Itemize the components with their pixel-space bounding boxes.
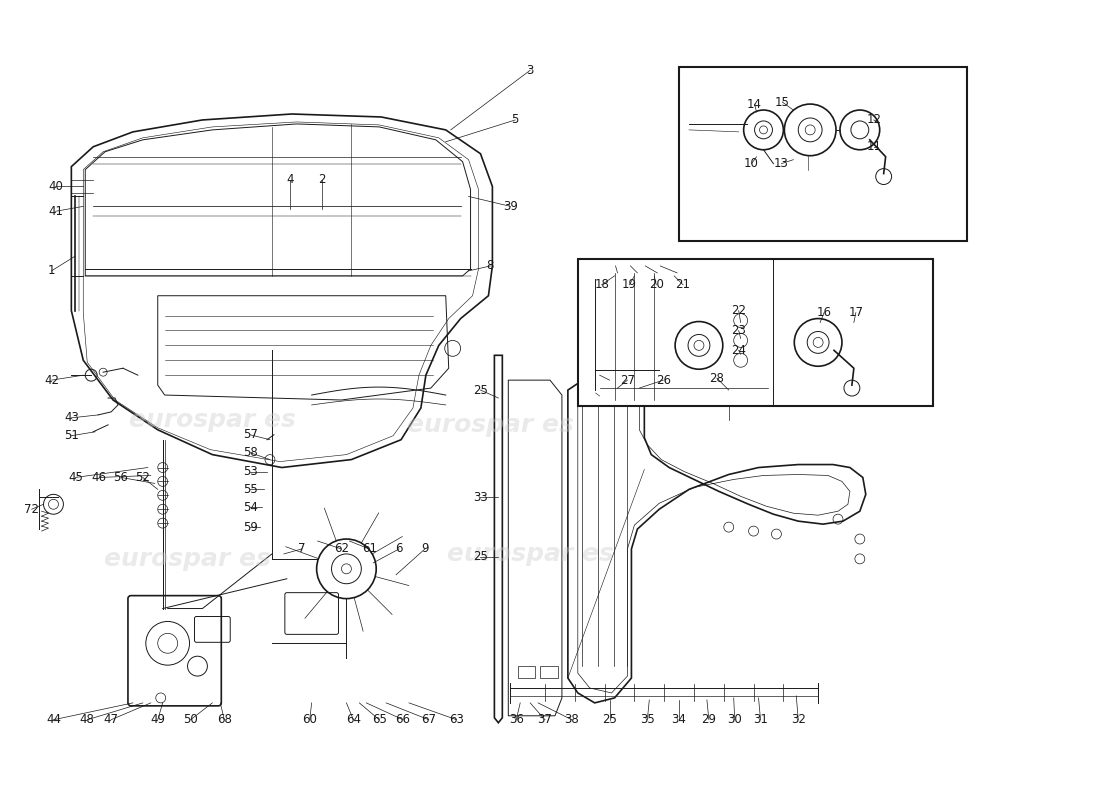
Text: 46: 46 — [91, 471, 107, 484]
Text: 6: 6 — [395, 542, 403, 555]
Text: 2: 2 — [318, 173, 326, 186]
Text: 20: 20 — [649, 278, 663, 291]
Text: 35: 35 — [640, 714, 654, 726]
Text: 17: 17 — [848, 306, 864, 319]
Text: 59: 59 — [243, 521, 257, 534]
Text: 29: 29 — [702, 714, 716, 726]
Text: 52: 52 — [135, 471, 151, 484]
Text: 40: 40 — [48, 180, 63, 193]
Bar — [578, 259, 933, 406]
Text: 47: 47 — [103, 714, 119, 726]
Text: 4: 4 — [286, 173, 294, 186]
Text: 56: 56 — [113, 471, 129, 484]
Text: 31: 31 — [754, 714, 768, 726]
Text: 16: 16 — [816, 306, 832, 319]
Text: 26: 26 — [656, 374, 671, 386]
Text: 55: 55 — [243, 483, 257, 496]
Text: 32: 32 — [791, 714, 805, 726]
Text: eurospar es: eurospar es — [104, 547, 271, 571]
Text: 65: 65 — [372, 714, 386, 726]
Text: 51: 51 — [64, 430, 79, 442]
Text: 9: 9 — [421, 542, 429, 555]
Text: 27: 27 — [620, 374, 635, 386]
Text: eurospar es: eurospar es — [129, 408, 296, 432]
Text: 25: 25 — [473, 550, 488, 563]
Text: 53: 53 — [243, 465, 257, 478]
Text: 39: 39 — [503, 200, 518, 213]
Text: 58: 58 — [243, 446, 257, 459]
Text: 12: 12 — [866, 114, 881, 126]
Text: 19: 19 — [621, 278, 637, 291]
Text: 57: 57 — [243, 428, 257, 442]
Text: 10: 10 — [745, 157, 759, 170]
Text: 60: 60 — [302, 714, 317, 726]
Text: 22: 22 — [732, 304, 746, 317]
Text: 24: 24 — [732, 344, 746, 357]
Text: 8: 8 — [486, 259, 494, 273]
Text: 11: 11 — [866, 140, 881, 154]
Text: 62: 62 — [334, 542, 349, 555]
Text: 21: 21 — [675, 278, 691, 291]
Text: 44: 44 — [46, 714, 60, 726]
Text: 15: 15 — [774, 95, 790, 109]
Text: 18: 18 — [594, 278, 609, 291]
Text: 36: 36 — [509, 714, 524, 726]
Text: 45: 45 — [68, 471, 82, 484]
Text: 41: 41 — [48, 205, 63, 218]
Text: 42: 42 — [44, 374, 59, 386]
Text: eurospar es: eurospar es — [407, 413, 574, 437]
Text: 68: 68 — [217, 714, 232, 726]
Text: 49: 49 — [151, 714, 165, 726]
Text: 63: 63 — [449, 714, 464, 726]
Text: 67: 67 — [421, 714, 437, 726]
Text: 43: 43 — [64, 411, 79, 424]
Text: 13: 13 — [774, 157, 789, 170]
Text: 33: 33 — [473, 491, 488, 504]
Text: 28: 28 — [710, 372, 724, 385]
Text: 5: 5 — [512, 114, 519, 126]
Text: 25: 25 — [473, 383, 488, 397]
Text: 61: 61 — [362, 542, 377, 555]
Text: 50: 50 — [183, 714, 198, 726]
Text: 3: 3 — [527, 64, 534, 77]
Text: 54: 54 — [243, 501, 257, 514]
Bar — [679, 67, 967, 241]
Text: 14: 14 — [747, 98, 762, 110]
Text: 34: 34 — [672, 714, 686, 726]
Text: 25: 25 — [602, 714, 617, 726]
Text: 37: 37 — [538, 714, 552, 726]
Text: eurospar es: eurospar es — [447, 542, 614, 566]
Text: 38: 38 — [564, 714, 580, 726]
Text: 72: 72 — [24, 502, 40, 516]
Text: 48: 48 — [80, 714, 95, 726]
Text: 1: 1 — [47, 265, 55, 278]
Text: 30: 30 — [727, 714, 742, 726]
Text: 23: 23 — [732, 324, 746, 337]
Text: 66: 66 — [396, 714, 410, 726]
Text: 64: 64 — [345, 714, 361, 726]
Text: 7: 7 — [298, 542, 306, 555]
